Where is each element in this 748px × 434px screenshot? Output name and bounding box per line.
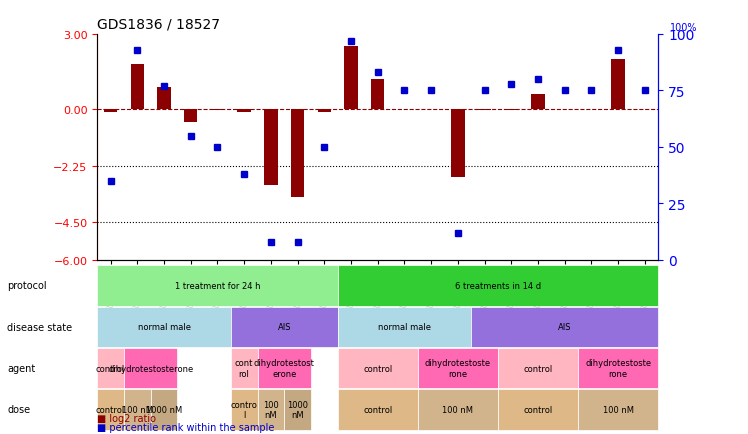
Bar bbox=[211, 110, 224, 111]
Bar bbox=[318, 110, 331, 112]
Text: agent: agent bbox=[7, 363, 36, 373]
Bar bbox=[264, 110, 278, 185]
Bar bbox=[531, 95, 545, 110]
Text: normal male: normal male bbox=[378, 322, 431, 332]
Bar bbox=[157, 87, 171, 110]
Text: 100 nM: 100 nM bbox=[442, 405, 473, 414]
Bar bbox=[104, 110, 117, 112]
Text: protocol: protocol bbox=[7, 281, 47, 291]
Text: dihydrotestosterone: dihydrotestosterone bbox=[108, 364, 193, 373]
Text: cont
rol: cont rol bbox=[235, 358, 254, 378]
Bar bbox=[131, 65, 144, 110]
Text: control: control bbox=[524, 405, 553, 414]
Text: dihydrotestoste
rone: dihydrotestoste rone bbox=[425, 358, 491, 378]
Text: ■ percentile rank within the sample: ■ percentile rank within the sample bbox=[97, 422, 275, 432]
Text: control: control bbox=[363, 405, 393, 414]
Text: control: control bbox=[96, 405, 125, 414]
Text: 100
nM: 100 nM bbox=[263, 400, 279, 419]
Text: normal male: normal male bbox=[138, 322, 191, 332]
Text: dihydrotestost
erone: dihydrotestost erone bbox=[254, 358, 315, 378]
Text: AIS: AIS bbox=[278, 322, 291, 332]
Bar bbox=[184, 110, 197, 122]
Bar bbox=[238, 110, 251, 112]
Text: disease state: disease state bbox=[7, 322, 73, 332]
Text: control: control bbox=[96, 364, 125, 373]
Bar bbox=[505, 110, 518, 111]
Bar bbox=[478, 110, 491, 111]
Text: 1 treatment for 24 h: 1 treatment for 24 h bbox=[175, 281, 260, 290]
Bar bbox=[291, 110, 304, 198]
Bar bbox=[371, 80, 384, 110]
Bar bbox=[344, 47, 358, 110]
Text: ■ log2 ratio: ■ log2 ratio bbox=[97, 413, 156, 423]
Text: 1000
nM: 1000 nM bbox=[287, 400, 308, 419]
Bar bbox=[612, 60, 625, 110]
Text: 1000 nM: 1000 nM bbox=[146, 405, 183, 414]
Text: contro
l: contro l bbox=[230, 400, 257, 419]
Text: GDS1836 / 18527: GDS1836 / 18527 bbox=[97, 17, 220, 31]
Text: 100 nM: 100 nM bbox=[122, 405, 153, 414]
Text: 6 treatments in 14 d: 6 treatments in 14 d bbox=[455, 281, 541, 290]
Text: 100 nM: 100 nM bbox=[603, 405, 634, 414]
Text: dose: dose bbox=[7, 404, 31, 414]
Text: control: control bbox=[363, 364, 393, 373]
Text: control: control bbox=[524, 364, 553, 373]
Text: 100%: 100% bbox=[669, 23, 697, 33]
Bar bbox=[451, 110, 465, 178]
Text: dihydrotestoste
rone: dihydrotestoste rone bbox=[585, 358, 652, 378]
Text: AIS: AIS bbox=[558, 322, 571, 332]
